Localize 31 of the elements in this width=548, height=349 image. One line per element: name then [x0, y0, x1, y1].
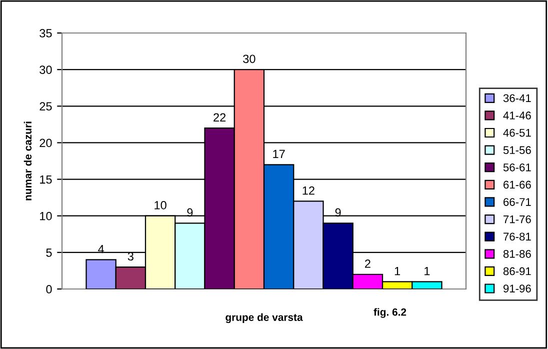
y-tick-label: 5: [46, 248, 52, 257]
y-tick-label: 15: [40, 175, 52, 184]
y-tick-label: 0: [46, 285, 52, 294]
legend-label: 41-46: [503, 112, 531, 120]
data-label: 22: [214, 113, 226, 122]
legend-label: 46-51: [503, 128, 531, 137]
data-label: 30: [243, 54, 256, 64]
legend-label: 66-71: [504, 198, 531, 206]
data-label: 10: [154, 200, 166, 210]
caption: fig. 6.2: [374, 308, 406, 318]
data-label: 12: [302, 186, 314, 195]
y-tick-label: 20: [40, 138, 52, 148]
legend-label: 71-76: [504, 215, 531, 224]
legend-label: 76-81: [504, 232, 531, 241]
legend-label: 86-91: [503, 267, 531, 276]
legend-label: 61-66: [504, 180, 531, 189]
data-label: 1: [424, 266, 430, 276]
data-label: 17: [273, 150, 285, 158]
y-tick-label: 35: [40, 29, 52, 38]
legend-label: 56-61: [503, 163, 531, 172]
data-label: 1: [394, 266, 400, 276]
legend-label: 36-41: [503, 94, 531, 102]
y-tick-label: 30: [40, 66, 52, 74]
y-tick-label: 10: [40, 212, 52, 220]
y-tick-label: 25: [40, 102, 52, 111]
legend-label: 81-86: [503, 250, 531, 258]
x-axis-title: grupe de varsta: [226, 313, 303, 324]
data-label: 2: [365, 260, 370, 268]
legend-label: 91-96: [503, 284, 531, 292]
y-axis-title: numar de cazuri: [24, 122, 32, 200]
legend-label: 51-56: [503, 146, 531, 154]
